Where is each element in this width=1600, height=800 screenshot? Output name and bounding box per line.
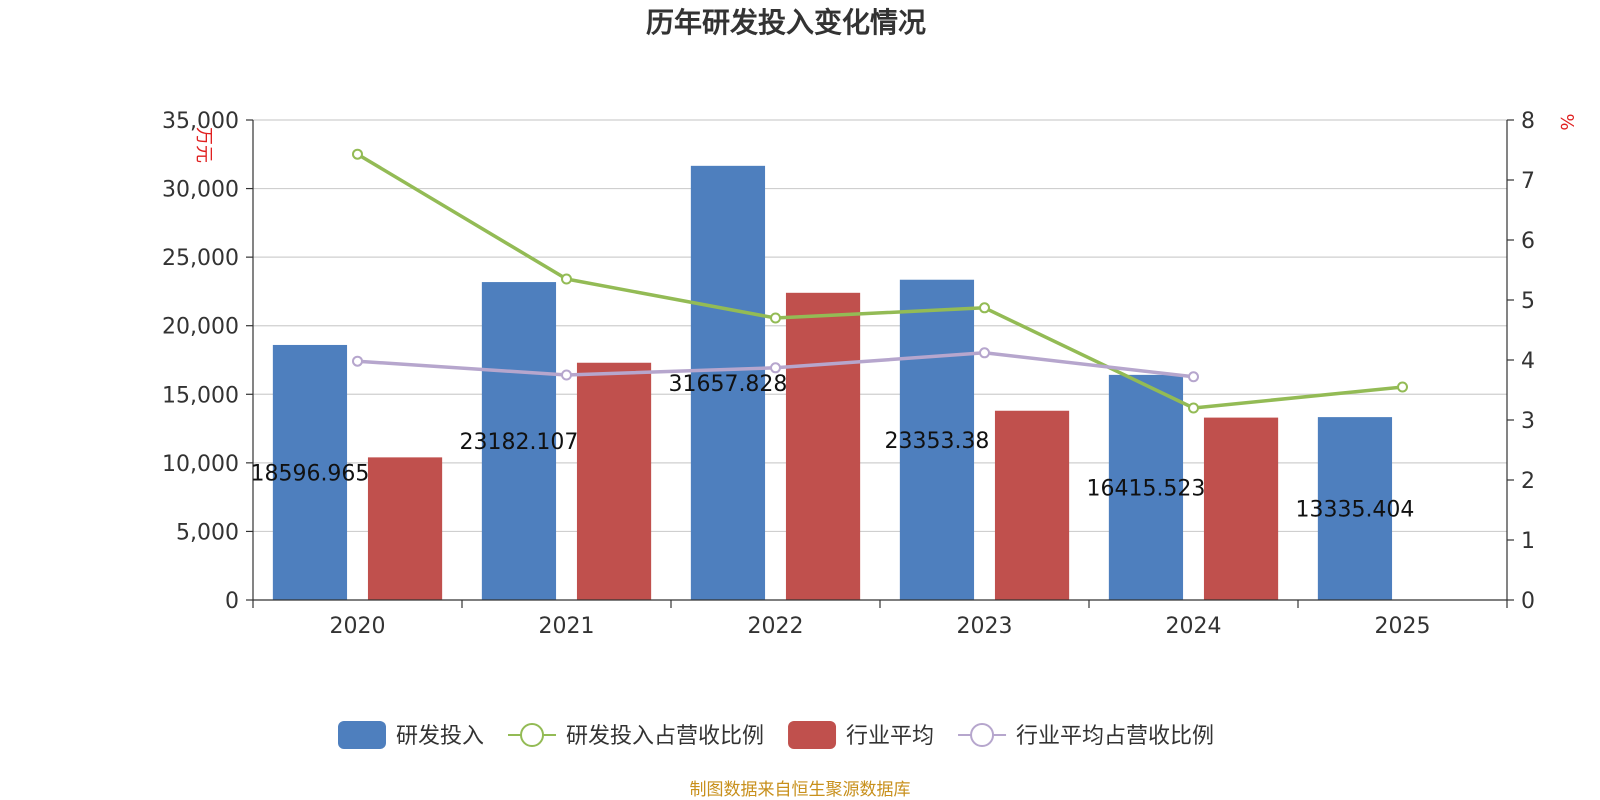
left-axis-tick-label: 25,000 <box>162 246 239 271</box>
rd-ratio-point <box>1188 402 1199 414</box>
legend-label: 研发投入占营收比例 <box>566 724 764 749</box>
industry-ratio-point <box>352 355 363 367</box>
left-axis-tick-label: 5,000 <box>176 520 239 545</box>
industry-ratio-point <box>561 369 572 381</box>
bar-industry-average <box>576 362 652 600</box>
right-axis-tick-label: 1 <box>1521 529 1535 554</box>
rd-ratio-point <box>979 302 990 314</box>
left-axis-tick-label: 10,000 <box>162 452 239 477</box>
data-label: 13335.404 <box>1295 498 1414 523</box>
legend-swatch <box>338 721 386 749</box>
bars <box>272 165 1393 600</box>
right-axis-tick-label: 2 <box>1521 469 1535 494</box>
legend-label: 行业平均占营收比例 <box>1016 724 1214 749</box>
data-label: 23353.38 <box>884 429 989 454</box>
data-label: 16415.523 <box>1086 476 1205 501</box>
chart-title: 历年研发投入变化情况 <box>646 6 926 39</box>
left-axis-tick-label: 20,000 <box>162 315 239 340</box>
x-axis-tick-label: 2022 <box>748 614 804 639</box>
legend-label: 行业平均 <box>846 724 934 749</box>
rd-ratio-point <box>352 148 363 160</box>
rd-ratio-point <box>770 312 781 324</box>
left-axis-unit: 万元 <box>193 127 214 163</box>
right-axis-tick-label: 8 <box>1521 109 1535 134</box>
legend-swatch-marker <box>970 723 995 747</box>
right-axis-tick-label: 4 <box>1521 349 1535 374</box>
legend: 研发投入 研发投入占营收比例 行业平均 行业平均占营收比例 <box>338 721 1214 749</box>
legend-swatch-marker <box>520 723 545 747</box>
right-axis-tick-label: 6 <box>1521 229 1535 254</box>
bar-industry-average <box>367 457 443 600</box>
bar-rd-investment <box>1317 417 1393 600</box>
industry-ratio-point <box>770 362 781 374</box>
data-source-note: 制图数据来自恒生聚源数据库 <box>690 780 911 800</box>
bar-rd-investment <box>899 279 975 600</box>
bar-rd-investment <box>690 165 766 600</box>
bar-industry-average <box>1203 417 1279 600</box>
left-axis-tick-label: 30,000 <box>162 178 239 203</box>
industry-ratio-point <box>979 347 990 359</box>
x-axis-tick-label: 2024 <box>1166 614 1222 639</box>
left-axis-tick-label: 0 <box>225 589 239 614</box>
rd-ratio-point <box>561 273 572 285</box>
x-axis-tick-label: 2023 <box>957 614 1013 639</box>
lines <box>352 148 1408 414</box>
legend-swatch <box>788 721 837 749</box>
bar-rd-investment <box>272 344 348 600</box>
bar-industry-average <box>994 410 1070 600</box>
data-label: 23182.107 <box>459 430 578 455</box>
grid-lines <box>253 119 1507 533</box>
bar-industry-average <box>785 292 861 600</box>
left-axis-tick-label: 15,000 <box>162 383 239 408</box>
industry-ratio-point <box>1188 371 1199 383</box>
x-axis-tick-label: 2025 <box>1375 614 1431 639</box>
x-axis-tick-label: 2021 <box>539 614 595 639</box>
legend-label: 研发投入 <box>396 724 484 749</box>
rd-ratio-point <box>1397 381 1408 393</box>
right-axis-tick-label: 3 <box>1521 409 1535 434</box>
right-axis-unit: % <box>1556 113 1577 130</box>
data-label: 31657.828 <box>668 372 787 397</box>
right-axis-tick-label: 5 <box>1521 289 1535 314</box>
right-axis-tick-label: 7 <box>1521 169 1535 194</box>
right-axis-tick-label: 0 <box>1521 589 1535 614</box>
bar-rd-investment <box>1108 374 1184 600</box>
rd-ratio-line <box>356 152 1403 410</box>
x-axis-tick-label: 2020 <box>330 614 386 639</box>
bar-rd-investment <box>481 282 557 600</box>
left-axis-tick-label: 35,000 <box>162 109 239 134</box>
data-labels: 18596.965 23182.107 31657.828 23353.38 16415… <box>250 372 1414 523</box>
data-label: 18596.965 <box>250 461 369 486</box>
axes: 0 5,000 10,000 15,000 20,000 25,000 30,000 35,0… <box>162 109 1535 639</box>
